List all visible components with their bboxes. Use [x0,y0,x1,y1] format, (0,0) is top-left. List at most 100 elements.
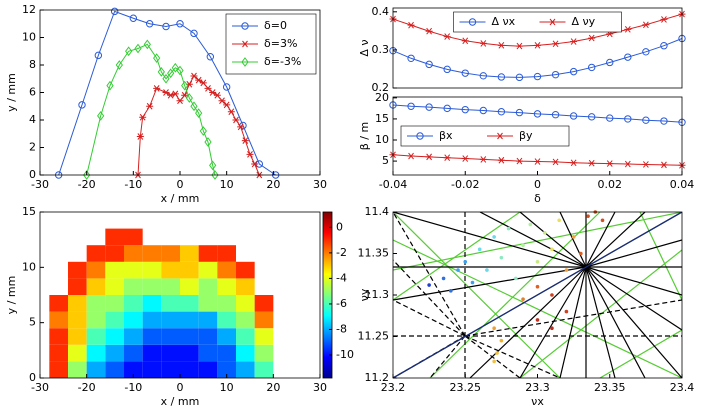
legend-label: Δ νy [572,15,596,28]
x-tick-label: -10 [124,178,142,191]
x-tick-label: 0.02 [598,178,623,191]
marker [227,108,235,116]
heat-cell [217,261,236,279]
x-tick-label: 30 [313,381,327,394]
marker [642,48,650,56]
x-tick-label: 0 [534,178,541,191]
heat-cell [180,295,199,312]
heat-cell [68,278,87,295]
point [528,222,533,227]
heat-cell [86,295,106,312]
marker [425,27,433,35]
heat-cell [180,328,199,345]
marker [213,91,221,99]
marker [660,42,668,50]
heat-cell [236,344,255,362]
marker [153,53,161,63]
heat-cell [49,328,68,345]
heat-cell [217,311,236,329]
marker [515,108,524,117]
heat-cell [68,361,87,378]
legend-marker [241,57,249,67]
heat-cell [236,295,255,312]
marker [222,83,231,91]
heat-cell [236,328,255,345]
heat-cell [254,344,274,362]
heat-cell [236,361,255,378]
marker [195,108,203,118]
x-tick-label: -0.04 [379,178,407,191]
heat-cell [49,361,68,378]
marker [425,153,433,161]
marker [218,97,226,105]
marker [587,63,596,72]
x-tick-label: -30 [31,381,49,394]
marker [479,72,488,80]
series-line [392,154,683,166]
heat-cell [105,245,124,262]
axes-frame [392,7,683,89]
legend-box [400,125,570,147]
y-tick-label: 10 [22,31,36,44]
heat-cell [68,344,87,362]
marker [497,73,506,81]
heat-cell [105,344,124,362]
colorbar [322,211,333,379]
marker [461,69,469,77]
y-axis-label: Δ ν [358,39,371,56]
y-tick-label: 8 [29,58,36,71]
marker [606,114,614,122]
legend-marker [241,40,249,48]
point [557,218,561,223]
marker [139,113,147,121]
heat-cell [124,278,143,295]
marker [642,21,650,29]
marker [660,117,668,125]
marker [199,79,207,87]
point [535,284,540,289]
marker [407,152,415,160]
heat-cell [254,328,274,345]
x-tick-label: -20 [78,381,96,394]
heat-cell [124,344,143,362]
x-tick-label: -30 [31,178,49,191]
y-tick-label: 0 [29,168,36,181]
heat-cell [105,295,124,312]
marker [241,137,249,144]
marker [497,156,505,164]
point [495,351,499,355]
series-line [86,43,216,176]
point [535,260,540,264]
y-tick-label: 0 [29,371,36,384]
heat-cell [236,261,255,279]
heat-cell [180,261,199,279]
colorbar-tick-label: -8 [336,322,347,335]
legend-label: δ=-3% [264,55,301,68]
x-tick-label: 23.4 [670,381,695,394]
marker [624,115,632,123]
y-tick-label: 11.2 [365,371,390,384]
heat-cell [105,278,124,295]
marker [145,20,154,28]
marker [162,22,170,31]
marker [461,155,469,162]
marker [167,68,175,79]
marker [552,40,560,48]
legend-label: βy [519,129,533,142]
point [456,268,460,272]
heat-cell [86,245,106,262]
heat-cell [124,228,143,246]
heat-cell [142,261,162,279]
resonance-lines [393,212,682,378]
colorbar-tick-label: -10 [336,348,354,361]
marker [185,93,193,103]
legend-label: δ=0 [264,19,287,32]
marker [479,106,488,115]
y-tick-label: 0.3 [372,43,390,56]
colorbar-tick-label: -6 [336,297,347,310]
x-tick-label: 20 [266,381,280,394]
heat-cell [86,328,106,345]
marker [190,72,198,80]
point [564,309,569,314]
